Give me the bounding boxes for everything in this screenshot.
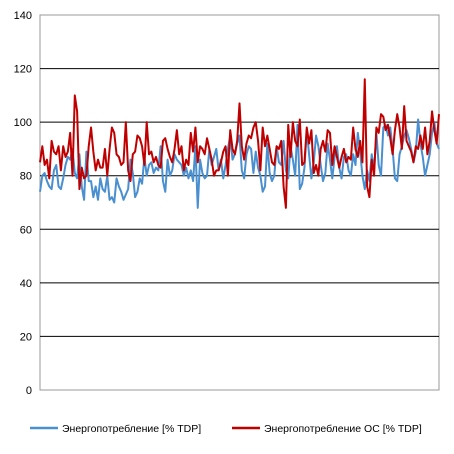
- legend-label-2: Энергопотребление ОС [% TDP]: [264, 423, 422, 435]
- series-line-2: [39, 78, 440, 209]
- y-tick-label: 40: [20, 278, 32, 290]
- series-lines: [39, 78, 440, 209]
- y-axis: 0 20 40 60 80 100 120 140: [14, 10, 32, 397]
- y-tick-label: 60: [20, 224, 32, 236]
- legend: Энергопотребление [% TDP] Энергопотреблен…: [30, 423, 422, 435]
- y-tick-label: 0: [26, 385, 32, 397]
- y-tick-label: 120: [14, 64, 32, 76]
- plot-area: [39, 14, 440, 391]
- y-tick-label: 140: [14, 10, 32, 22]
- y-tick-label: 20: [20, 331, 32, 343]
- y-tick-label: 80: [20, 171, 32, 183]
- y-tick-label: 100: [14, 117, 32, 129]
- legend-label-1: Энергопотребление [% TDP]: [62, 423, 201, 435]
